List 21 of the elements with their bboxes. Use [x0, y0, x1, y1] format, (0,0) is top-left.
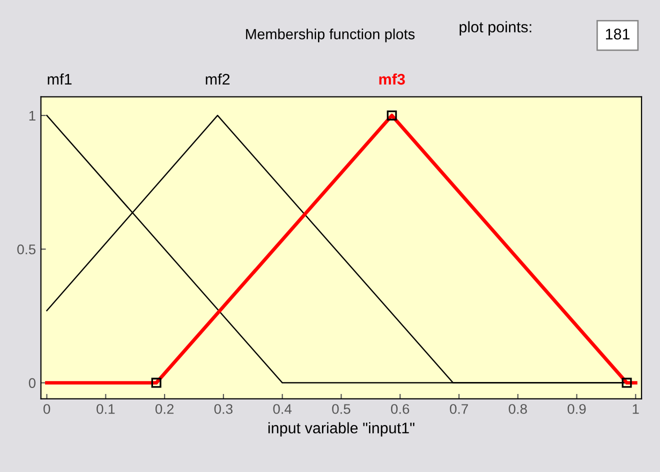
x-tick-label: 0.4	[273, 404, 292, 414]
y-tick-label: 0.5	[17, 244, 36, 254]
text: plot points:	[460, 21, 532, 36]
x-tick-label: 0	[43, 404, 50, 414]
x-tick-label: 0.7	[450, 404, 468, 414]
x-axis-title: input variable "input1"	[268, 422, 414, 436]
text: 181	[606, 28, 630, 40]
x-tick-label: 0.9	[568, 404, 586, 414]
series-label: mf3	[379, 73, 405, 85]
x-tick-label: 0.8	[508, 404, 527, 414]
text: mf2	[206, 73, 230, 85]
y-tick-label: 0	[28, 378, 36, 388]
text: mf1	[48, 73, 72, 85]
x-tick-label: 0.3	[214, 404, 232, 414]
x-tick-label: 0.2	[155, 404, 174, 414]
chart-title: Membership function plots	[246, 28, 415, 42]
x-tick-label: 0.1	[96, 404, 115, 414]
y-tick-label: 1	[29, 110, 36, 121]
x-tick-label: 1	[632, 404, 639, 414]
x-tick-label: 0.6	[390, 404, 410, 414]
x-tick-label: 0.5	[332, 404, 350, 414]
